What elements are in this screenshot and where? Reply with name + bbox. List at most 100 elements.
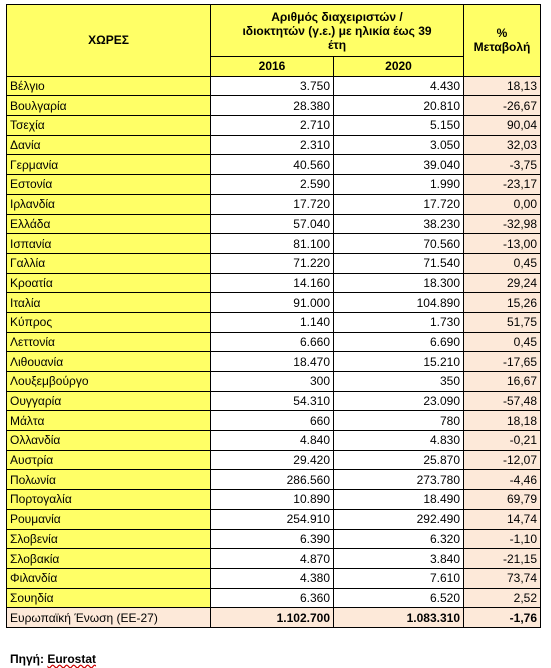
- table-cell: Βέλγιο: [6, 75, 211, 97]
- data-table: ΧΩΡΕΣ Αριθμός διαχειριστών / ιδιοκτητών …: [6, 4, 542, 628]
- table-cell: 7.610: [332, 567, 465, 589]
- table-cell: 1.730: [332, 311, 465, 333]
- table-cell: -26,67: [463, 95, 542, 117]
- table-cell: 71.220: [210, 252, 334, 274]
- table-cell: Εστονία: [6, 174, 211, 195]
- table-cell: 70.560: [332, 233, 465, 254]
- table-cell: 17.720: [210, 193, 334, 215]
- table-cell: 38.230: [332, 213, 465, 235]
- table-cell: Σουηδία: [6, 587, 211, 609]
- header-change: % Μεταβολή: [463, 4, 542, 77]
- table-cell: 28.380: [210, 95, 334, 117]
- table-cell: Ολλανδία: [6, 430, 211, 451]
- table-cell: 14,74: [463, 508, 542, 530]
- table-cell: 69,79: [463, 489, 542, 510]
- table-row: Σουηδία 6.360 6.520 2,52: [6, 587, 542, 609]
- table-row: Γερμανία 40.560 39.040 -3,75: [6, 154, 542, 176]
- table-row: Ολλανδία 4.840 4.830 -0,21: [6, 430, 542, 451]
- table-cell: -4,46: [463, 469, 542, 491]
- table-cell: 286.560: [210, 469, 334, 491]
- table-cell: 54.310: [210, 390, 334, 412]
- table-row: Αυστρία 29.420 25.870 -12,07: [6, 449, 542, 471]
- table-cell: Ευρωπαϊκή Ένωση (ΕΕ-27): [6, 607, 211, 628]
- source-name: Eurostat: [47, 652, 97, 666]
- table-cell: 29.420: [210, 449, 334, 471]
- table-cell: -12,07: [463, 449, 542, 471]
- table-row: Κύπρος 1.140 1.730 51,75: [6, 311, 542, 333]
- table-cell: 71.540: [332, 252, 465, 274]
- table-body: Βέλγιο 3.750 4.430 18,13 Βουλγαρία 28.380 20.8…: [6, 75, 542, 628]
- table-row: Ιρλανδία 17.720 17.720 0,00: [6, 193, 542, 215]
- table-cell: 300: [210, 371, 334, 392]
- table-cell: 18,13: [463, 75, 542, 97]
- table-cell: 20.810: [332, 95, 465, 117]
- table-row: Βουλγαρία 28.380 20.810 -26,67: [6, 95, 542, 117]
- table-cell: 2.590: [210, 174, 334, 195]
- table-row: Κροατία 14.160 18.300 29,24: [6, 272, 542, 294]
- table-row: Φιλανδία 4.380 7.610 73,74: [6, 567, 542, 589]
- table-cell: 6.660: [210, 331, 334, 353]
- header-year: 2016: [210, 56, 334, 77]
- table-cell: Φιλανδία: [6, 567, 211, 589]
- table-cell: Ελλάδα: [6, 213, 211, 235]
- table-cell: 254.910: [210, 508, 334, 530]
- table-cell: 6.390: [210, 528, 334, 550]
- table-cell: Λεττονία: [6, 331, 211, 353]
- table-cell: Πολωνία: [6, 469, 211, 491]
- header-group: Αριθμός διαχειριστών / ιδιοκτητών (γ.ε.)…: [209, 4, 465, 57]
- table-cell: 81.100: [210, 233, 334, 254]
- table-cell: -32,98: [463, 213, 542, 235]
- table-cell: Λουξεμβούργο: [6, 371, 211, 392]
- table-cell: Σλοβενία: [6, 528, 211, 550]
- table-cell: 16,67: [463, 371, 542, 392]
- table-cell: Ρουμανία: [6, 508, 211, 530]
- table-cell: 6.520: [332, 587, 465, 609]
- table-cell: 3.750: [210, 75, 334, 97]
- table-cell: Ουγγαρία: [6, 390, 211, 412]
- table-row: Λιθουανία 18.470 15.210 -17,65: [6, 351, 542, 372]
- table-cell: 0,00: [463, 193, 542, 215]
- table-cell: Πορτογαλία: [6, 489, 211, 510]
- table-cell: 273.780: [332, 469, 465, 491]
- table-cell: 780: [332, 410, 465, 432]
- source: Πηγή: Eurostat: [10, 652, 96, 666]
- table-cell: 1.990: [332, 174, 465, 195]
- table-cell: -1,76: [463, 607, 542, 628]
- table-cell: 25.870: [332, 449, 465, 471]
- table-cell: -21,15: [463, 548, 542, 569]
- table-cell: Αυστρία: [6, 449, 211, 471]
- table-cell: Κροατία: [6, 272, 211, 294]
- table-cell: 1.083.310: [332, 607, 465, 628]
- table-cell: 51,75: [463, 311, 542, 333]
- table-cell: 350: [332, 371, 465, 392]
- table-cell: 4.380: [210, 567, 334, 589]
- table-cell: 90,04: [463, 115, 542, 136]
- table-cell: Δανία: [6, 134, 211, 156]
- table-cell: -23,17: [463, 174, 542, 195]
- table-cell: 2.310: [210, 134, 334, 156]
- table-row: Ελλάδα 57.040 38.230 -32,98: [6, 213, 542, 235]
- table-cell: Μάλτα: [6, 410, 211, 432]
- table-cell: 2.710: [210, 115, 334, 136]
- table-cell: 6.320: [332, 528, 465, 550]
- source-label: Πηγή:: [10, 652, 44, 666]
- table-cell: 104.890: [332, 292, 465, 313]
- table-cell: Κύπρος: [6, 311, 211, 333]
- table-cell: 39.040: [332, 154, 465, 176]
- table-row: Γαλλία 71.220 71.540 0,45: [6, 252, 542, 274]
- table-cell: 3.050: [332, 134, 465, 156]
- table-row: Ουγγαρία 54.310 23.090 -57,48: [6, 390, 542, 412]
- table-row: Σλοβενία 6.390 6.320 -1,10: [6, 528, 542, 550]
- table-row: Μάλτα 660 780 18,18: [6, 410, 542, 432]
- table-cell: -17,65: [463, 351, 542, 372]
- table-cell: -3,75: [463, 154, 542, 176]
- table-cell: Ιταλία: [6, 292, 211, 313]
- table-row: Εστονία 2.590 1.990 -23,17: [6, 174, 542, 195]
- table-cell: 18,18: [463, 410, 542, 432]
- table-cell: 23.090: [332, 390, 465, 412]
- table-cell: 17.720: [332, 193, 465, 215]
- table-row: Δανία 2.310 3.050 32,03: [6, 134, 542, 156]
- table-cell: 18.490: [332, 489, 465, 510]
- table-cell: -13,00: [463, 233, 542, 254]
